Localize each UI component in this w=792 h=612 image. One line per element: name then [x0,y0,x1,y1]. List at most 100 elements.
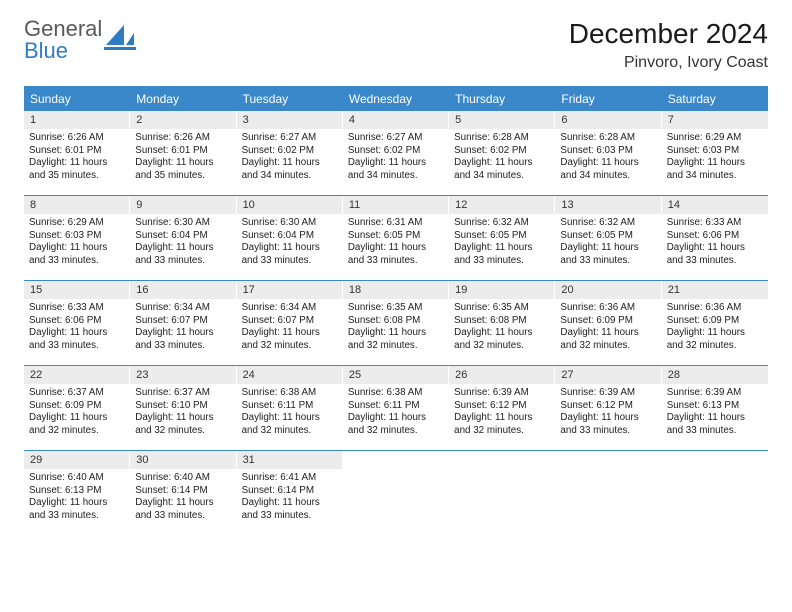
day-body: Sunrise: 6:30 AMSunset: 6:04 PMDaylight:… [130,214,236,273]
day-body: Sunrise: 6:38 AMSunset: 6:11 PMDaylight:… [237,384,343,443]
day-number: 8 [24,196,130,214]
day-number: 3 [237,111,343,129]
sunset-line: Sunset: 6:07 PM [135,315,231,328]
day-number: 19 [449,281,555,299]
day-body: Sunrise: 6:40 AMSunset: 6:13 PMDaylight:… [24,469,130,528]
day-body: Sunrise: 6:32 AMSunset: 6:05 PMDaylight:… [449,214,555,273]
day-number: 30 [130,451,236,469]
sunset-line: Sunset: 6:13 PM [667,400,763,413]
daylight-line: Daylight: 11 hours and 33 minutes. [135,497,231,522]
sunset-line: Sunset: 6:06 PM [667,230,763,243]
daylight-line: Daylight: 11 hours and 33 minutes. [560,242,656,267]
day-cell: 26Sunrise: 6:39 AMSunset: 6:12 PMDayligh… [449,366,555,450]
day-body: Sunrise: 6:40 AMSunset: 6:14 PMDaylight:… [130,469,236,528]
day-cell: 7Sunrise: 6:29 AMSunset: 6:03 PMDaylight… [662,111,768,195]
day-number: 31 [237,451,343,469]
day-body: Sunrise: 6:37 AMSunset: 6:10 PMDaylight:… [130,384,236,443]
weeks-container: 1Sunrise: 6:26 AMSunset: 6:01 PMDaylight… [24,110,768,535]
sunset-line: Sunset: 6:05 PM [348,230,444,243]
day-cell: 4Sunrise: 6:27 AMSunset: 6:02 PMDaylight… [343,111,449,195]
sunrise-line: Sunrise: 6:36 AM [667,302,763,315]
day-header-tue: Tuesday [237,88,343,110]
sunrise-line: Sunrise: 6:27 AM [242,132,338,145]
daylight-line: Daylight: 11 hours and 33 minutes. [29,327,125,352]
day-body: Sunrise: 6:37 AMSunset: 6:09 PMDaylight:… [24,384,130,443]
week-row: 8Sunrise: 6:29 AMSunset: 6:03 PMDaylight… [24,195,768,280]
day-number: 23 [130,366,236,384]
daylight-line: Daylight: 11 hours and 34 minutes. [242,157,338,182]
sunrise-line: Sunrise: 6:26 AM [29,132,125,145]
day-header-sat: Saturday [662,88,768,110]
day-body: Sunrise: 6:27 AMSunset: 6:02 PMDaylight:… [343,129,449,188]
sunset-line: Sunset: 6:03 PM [667,145,763,158]
day-number: 2 [130,111,236,129]
sunset-line: Sunset: 6:11 PM [242,400,338,413]
sunset-line: Sunset: 6:02 PM [348,145,444,158]
daylight-line: Daylight: 11 hours and 32 minutes. [348,412,444,437]
daylight-line: Daylight: 11 hours and 32 minutes. [29,412,125,437]
day-body: Sunrise: 6:26 AMSunset: 6:01 PMDaylight:… [24,129,130,188]
sunset-line: Sunset: 6:02 PM [454,145,550,158]
sunrise-line: Sunrise: 6:26 AM [135,132,231,145]
day-body: Sunrise: 6:36 AMSunset: 6:09 PMDaylight:… [662,299,768,358]
sunset-line: Sunset: 6:08 PM [454,315,550,328]
sunset-line: Sunset: 6:04 PM [242,230,338,243]
daylight-line: Daylight: 11 hours and 33 minutes. [135,242,231,267]
day-cell: 13Sunrise: 6:32 AMSunset: 6:05 PMDayligh… [555,196,661,280]
day-cell: 15Sunrise: 6:33 AMSunset: 6:06 PMDayligh… [24,281,130,365]
logo: General Blue [24,18,138,62]
sunset-line: Sunset: 6:01 PM [135,145,231,158]
daylight-line: Daylight: 11 hours and 33 minutes. [348,242,444,267]
daylight-line: Daylight: 11 hours and 33 minutes. [454,242,550,267]
week-row: 1Sunrise: 6:26 AMSunset: 6:01 PMDaylight… [24,110,768,195]
day-number: 12 [449,196,555,214]
day-cell: 18Sunrise: 6:35 AMSunset: 6:08 PMDayligh… [343,281,449,365]
logo-text-block: General Blue [24,18,102,62]
daylight-line: Daylight: 11 hours and 34 minutes. [454,157,550,182]
daylight-line: Daylight: 11 hours and 32 minutes. [560,327,656,352]
daylight-line: Daylight: 11 hours and 32 minutes. [454,327,550,352]
day-number: 7 [662,111,768,129]
sunset-line: Sunset: 6:13 PM [29,485,125,498]
sunset-line: Sunset: 6:09 PM [560,315,656,328]
sunrise-line: Sunrise: 6:40 AM [135,472,231,485]
day-cell: 1Sunrise: 6:26 AMSunset: 6:01 PMDaylight… [24,111,130,195]
day-cell: 23Sunrise: 6:37 AMSunset: 6:10 PMDayligh… [130,366,236,450]
day-header-thu: Thursday [449,88,555,110]
day-cell: 28Sunrise: 6:39 AMSunset: 6:13 PMDayligh… [662,366,768,450]
daylight-line: Daylight: 11 hours and 34 minutes. [667,157,763,182]
sunset-line: Sunset: 6:14 PM [242,485,338,498]
day-number: 26 [449,366,555,384]
daylight-line: Daylight: 11 hours and 32 minutes. [667,327,763,352]
sunset-line: Sunset: 6:07 PM [242,315,338,328]
daylight-line: Daylight: 11 hours and 33 minutes. [135,327,231,352]
day-number: 10 [237,196,343,214]
day-number: 6 [555,111,661,129]
day-cell: 31Sunrise: 6:41 AMSunset: 6:14 PMDayligh… [237,451,343,535]
daylight-line: Daylight: 11 hours and 32 minutes. [242,412,338,437]
sunrise-line: Sunrise: 6:31 AM [348,217,444,230]
daylight-line: Daylight: 11 hours and 33 minutes. [29,497,125,522]
sunset-line: Sunset: 6:05 PM [560,230,656,243]
day-cell: 25Sunrise: 6:38 AMSunset: 6:11 PMDayligh… [343,366,449,450]
day-cell: 24Sunrise: 6:38 AMSunset: 6:11 PMDayligh… [237,366,343,450]
day-number: 16 [130,281,236,299]
sunrise-line: Sunrise: 6:39 AM [667,387,763,400]
day-body: Sunrise: 6:29 AMSunset: 6:03 PMDaylight:… [662,129,768,188]
day-header-row: Sunday Monday Tuesday Wednesday Thursday… [24,86,768,110]
day-body: Sunrise: 6:32 AMSunset: 6:05 PMDaylight:… [555,214,661,273]
sunrise-line: Sunrise: 6:36 AM [560,302,656,315]
sunset-line: Sunset: 6:11 PM [348,400,444,413]
day-body: Sunrise: 6:39 AMSunset: 6:13 PMDaylight:… [662,384,768,443]
sunrise-line: Sunrise: 6:34 AM [135,302,231,315]
day-number: 4 [343,111,449,129]
sunrise-line: Sunrise: 6:29 AM [29,217,125,230]
daylight-line: Daylight: 11 hours and 34 minutes. [348,157,444,182]
sunrise-line: Sunrise: 6:33 AM [667,217,763,230]
day-cell: 14Sunrise: 6:33 AMSunset: 6:06 PMDayligh… [662,196,768,280]
sunrise-line: Sunrise: 6:27 AM [348,132,444,145]
sunrise-line: Sunrise: 6:28 AM [454,132,550,145]
day-body: Sunrise: 6:28 AMSunset: 6:03 PMDaylight:… [555,129,661,188]
sunset-line: Sunset: 6:03 PM [560,145,656,158]
day-cell: 16 Sunrise: 6:34 AMSunset: 6:07 PMDayligh… [130,281,236,365]
